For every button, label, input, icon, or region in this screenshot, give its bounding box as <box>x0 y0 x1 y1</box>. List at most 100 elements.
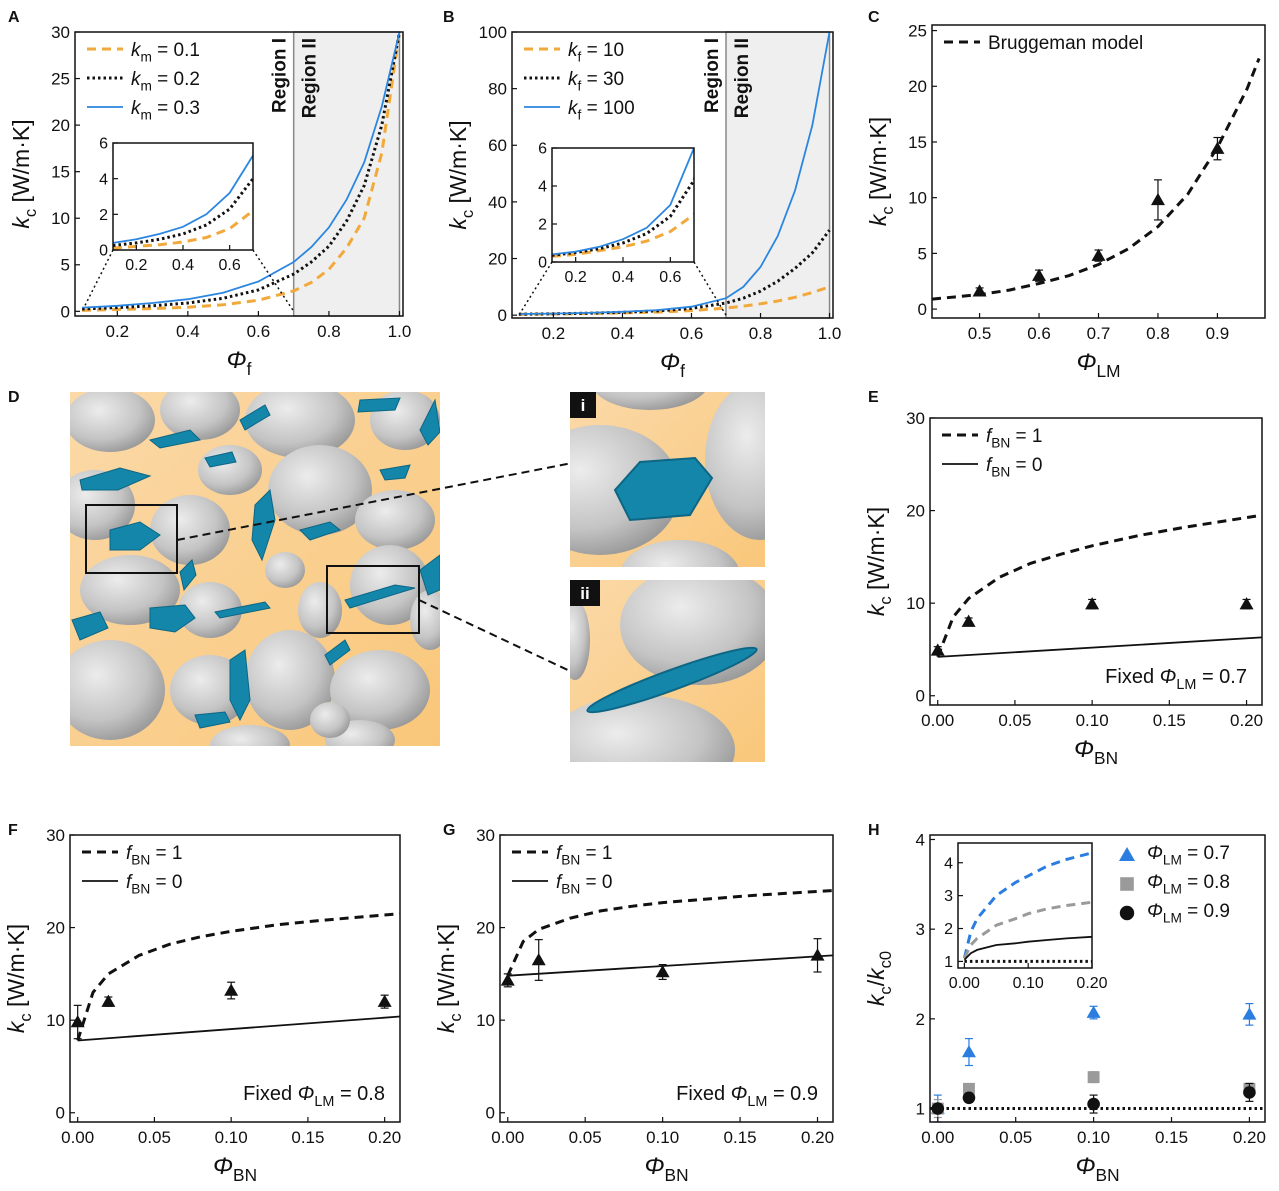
legend-label: fBN = 1 <box>556 843 613 868</box>
y-tick-label: 4 <box>538 179 547 196</box>
annotation-part: = 0.8 <box>334 1083 385 1105</box>
annotation-part: = 0.9 <box>767 1083 818 1105</box>
legend-label-part: BN <box>991 436 1010 451</box>
x-tick-label: 0.6 <box>680 324 704 343</box>
y-tick-label: 0 <box>99 243 108 260</box>
legend-label: fBN = 0 <box>126 872 183 897</box>
marker <box>1092 249 1106 261</box>
data-line <box>938 637 1262 657</box>
y-tick-label: 20 <box>51 116 70 135</box>
y-tick-label: 6 <box>538 141 547 158</box>
x-tick-label: 0.05 <box>998 711 1031 730</box>
annotation-part: Fixed <box>243 1083 297 1105</box>
x-tick-label: 0.05 <box>138 1128 171 1147</box>
legend-label-part: = 0 <box>580 872 612 893</box>
legend-label-part: LM <box>1163 853 1182 868</box>
y-axis-label-part: [W/m·K] <box>8 119 34 208</box>
x-axis-label-part: LM <box>1097 361 1121 381</box>
annotation-part: LM <box>747 1094 767 1110</box>
annotation-part: LM <box>314 1094 334 1110</box>
x-tick-label: 0.05 <box>999 1128 1032 1147</box>
axes-frame <box>70 835 400 1122</box>
legend-label: fBN = 0 <box>556 872 613 897</box>
legend-label-part: m <box>141 50 152 65</box>
annotation-part: Φ <box>298 1083 315 1105</box>
region-label: Region I <box>270 38 291 113</box>
x-axis-label: ΦBN <box>1075 1153 1119 1185</box>
data-line <box>932 58 1259 299</box>
x-tick-label: 0.20 <box>1076 975 1107 992</box>
x-tick-label: 1.0 <box>388 322 412 341</box>
legend-label: km = 0.2 <box>131 69 200 94</box>
axes-frame <box>932 25 1265 318</box>
zoom-guide <box>82 250 113 311</box>
y-axis-label-part: c <box>446 1013 465 1021</box>
y-axis-label-part: [W/m·K] <box>433 924 459 1013</box>
marker <box>1120 877 1134 891</box>
x-tick-label: 0.4 <box>611 324 635 343</box>
y-axis-label-part: c <box>878 206 897 214</box>
marker <box>1240 597 1254 609</box>
legend-label-part: = 30 <box>581 69 624 90</box>
x-tick-label: 0.20 <box>368 1128 401 1147</box>
x-tick-label: 0.8 <box>1146 324 1170 343</box>
legend-label-part: BN <box>561 882 580 897</box>
region-label: Region I <box>702 38 723 113</box>
annotation-part: LM <box>1176 677 1196 693</box>
x-tick-label: 0.00 <box>949 975 980 992</box>
x-tick-label: 0.6 <box>247 322 271 341</box>
y-axis-label-part: [W/m·K] <box>865 117 891 206</box>
legend-label: kf = 100 <box>568 98 635 123</box>
y-tick-label: 80 <box>488 80 507 99</box>
legend-label-part: Φ <box>1147 843 1163 864</box>
annotation-part: Φ <box>1160 666 1177 688</box>
inset-background <box>113 143 253 250</box>
y-tick-label: 10 <box>476 1011 495 1030</box>
x-axis-label: ΦBN <box>213 1153 257 1185</box>
x-tick-label: 0.6 <box>219 257 241 274</box>
x-tick-label: 0.15 <box>1155 1128 1188 1147</box>
marker <box>963 1091 976 1104</box>
x-tick-label: 0.4 <box>612 269 634 286</box>
y-axis-label: kc [W/m·K] <box>865 117 897 226</box>
legend-label-part: BN <box>991 465 1010 480</box>
legend-label-part: BN <box>561 853 580 868</box>
x-axis-label: ΦBN <box>644 1153 688 1185</box>
y-tick-label: 30 <box>46 826 65 845</box>
data-line <box>508 955 833 975</box>
y-tick-label: 4 <box>944 855 953 872</box>
annotation: Fixed ΦLM = 0.7 <box>1105 666 1247 693</box>
x-tick-label: 0.20 <box>801 1128 834 1147</box>
data-line <box>78 1017 400 1041</box>
annotation-part: Fixed <box>1105 666 1159 688</box>
y-axis-label-part: [W/m·K] <box>3 924 29 1013</box>
panel-letter: B <box>443 9 455 26</box>
x-tick-label: 0.6 <box>1027 324 1051 343</box>
y-tick-label: 30 <box>476 826 495 845</box>
y-tick-label: 25 <box>51 70 70 89</box>
legend-label-part: = 100 <box>581 98 634 119</box>
x-tick-label: 0.8 <box>749 324 773 343</box>
y-tick-label: 0 <box>918 300 927 319</box>
inset-background <box>552 148 694 262</box>
y-axis-label-part: c <box>876 596 895 604</box>
panel-letter: F <box>8 822 18 839</box>
y-tick-label: 100 <box>479 23 507 42</box>
figure: D <box>0 0 1279 1191</box>
annotation-part: Φ <box>731 1083 748 1105</box>
x-tick-label: 0.8 <box>317 322 341 341</box>
data-line <box>938 515 1262 657</box>
y-axis-label-part: c <box>16 1013 35 1021</box>
y-axis-label-part: c <box>458 210 477 218</box>
x-tick-label: 0.10 <box>1076 711 1109 730</box>
y-tick-label: 2 <box>538 217 547 234</box>
zoom-label: i <box>581 396 586 415</box>
x-axis-label-part: Φ <box>227 347 247 374</box>
marker <box>1120 906 1134 920</box>
marker <box>1087 1098 1100 1111</box>
y-tick-label: 20 <box>476 919 495 938</box>
x-tick-label: 0.20 <box>1233 1128 1266 1147</box>
marker <box>1088 1071 1100 1083</box>
y-tick-label: 1 <box>916 1099 925 1118</box>
x-tick-label: 0.2 <box>542 324 566 343</box>
